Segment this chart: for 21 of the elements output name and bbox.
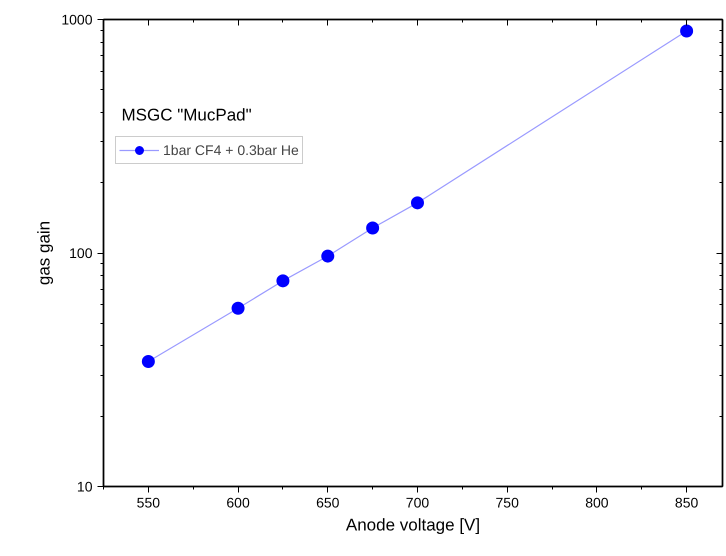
annotation: MSGC "MucPad" — [122, 106, 252, 124]
point — [321, 250, 334, 263]
x-tick-label: 850 — [674, 494, 699, 510]
x-tick-label: 700 — [406, 494, 430, 510]
point — [410, 196, 424, 210]
y-tick-label: 100 — [69, 245, 93, 261]
legend-label: 1bar CF4 + 0.3bar He — [163, 142, 299, 158]
x-tick-label: 750 — [496, 494, 520, 510]
point — [680, 24, 694, 38]
point — [142, 355, 155, 368]
y-axis-title: gas gain — [34, 220, 54, 286]
y-tick-label: 1000 — [61, 12, 93, 28]
x-axis-title: Anode voltage [V] — [346, 516, 480, 534]
point — [276, 274, 290, 288]
x-tick-label: 650 — [316, 494, 340, 510]
x-tick-label: 600 — [226, 494, 250, 510]
point — [366, 221, 380, 234]
x-tick-label: 550 — [136, 494, 160, 510]
y-tick-label: 10 — [76, 478, 93, 494]
x-tick-label: 800 — [585, 494, 609, 510]
point — [232, 302, 245, 315]
